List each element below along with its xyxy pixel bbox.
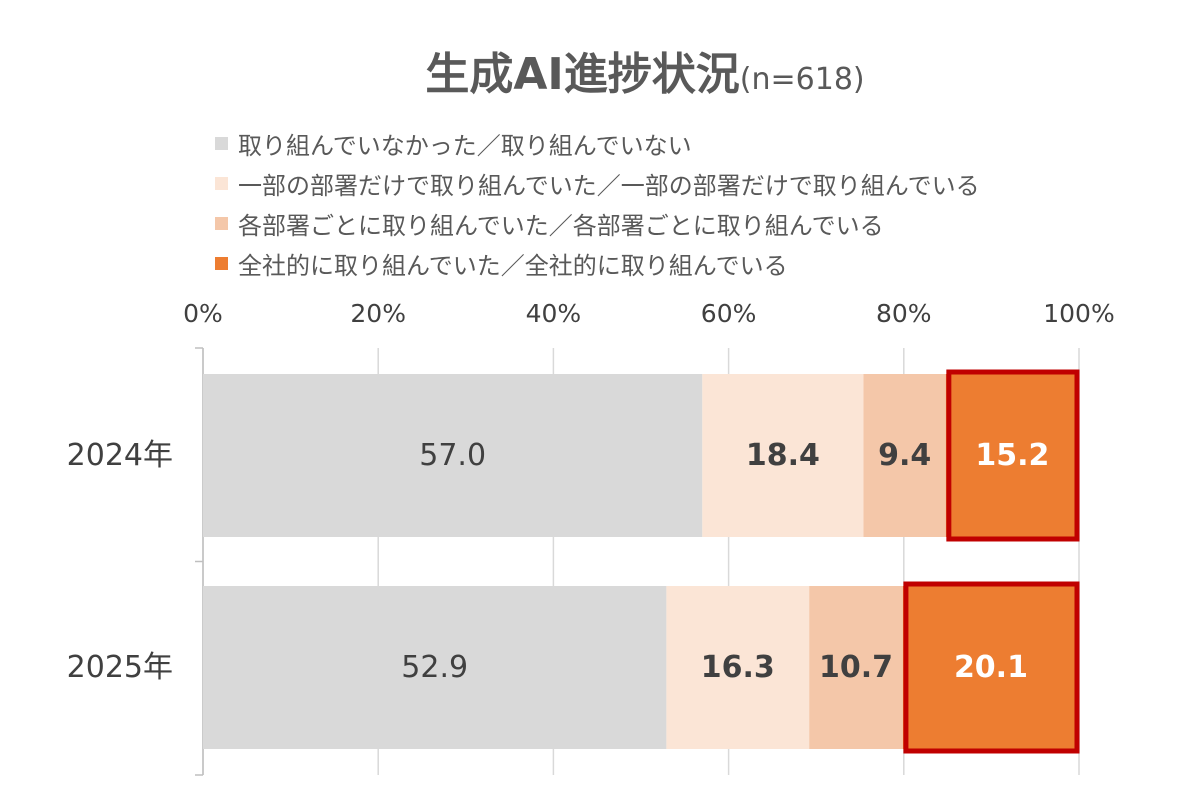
- bar-segment: [203, 374, 703, 537]
- legend-item-some-departments: 一部の部署だけで取り組んでいた／一部の部署だけで取り組んでいる: [215, 163, 980, 203]
- data-label: 20.1: [954, 650, 1028, 685]
- category-label: 2024年: [67, 438, 173, 473]
- bar-segment: [702, 374, 864, 537]
- bar-segment: [666, 586, 810, 749]
- data-label: 10.7: [819, 650, 893, 685]
- data-label: 52.9: [401, 650, 468, 685]
- legend-item-company-wide: 全社的に取り組んでいた／全社的に取り組んでいる: [215, 243, 980, 283]
- x-tick-label: 80%: [876, 299, 932, 328]
- data-label: 9.4: [878, 438, 931, 473]
- highlight-border: [903, 581, 1080, 754]
- chart-title-sample-size: (n=618): [739, 62, 865, 97]
- legend-item-each-department: 各部署ごとに取り組んでいた／各部署ごとに取り組んでいる: [215, 203, 980, 243]
- legend-label-company-wide: 全社的に取り組んでいた／全社的に取り組んでいる: [238, 251, 788, 280]
- bar-segment: [203, 586, 667, 749]
- x-tick-label: 20%: [350, 299, 406, 328]
- x-tick-label: 100%: [1043, 299, 1114, 328]
- data-label: 16.3: [701, 650, 775, 685]
- chart-title: 生成AI進捗状況(n=618): [0, 38, 1200, 102]
- bar-segment: [809, 586, 903, 749]
- legend-swatch-each-department: [215, 216, 228, 230]
- x-tick-label: 0%: [183, 299, 223, 328]
- x-tick-label: 40%: [526, 299, 582, 328]
- x-tick-label: 60%: [701, 299, 757, 328]
- bar-segment: [902, 586, 1079, 749]
- category-label: 2025年: [67, 650, 173, 685]
- chart-title-main: 生成AI進捗状況: [425, 49, 740, 100]
- bar-segment: [863, 374, 946, 537]
- legend-swatch-company-wide: [215, 256, 228, 270]
- bar-segment: [945, 374, 1079, 537]
- legend-label-each-department: 各部署ごとに取り組んでいた／各部署ごとに取り組んでいる: [238, 211, 884, 240]
- highlight-border: [946, 369, 1080, 542]
- chart-legend: 取り組んでいなかった／取り組んでいない 一部の部署だけで取り組んでいた／一部の部…: [215, 123, 980, 283]
- legend-label-some-departments: 一部の部署だけで取り組んでいた／一部の部署だけで取り組んでいる: [238, 171, 980, 200]
- legend-swatch-some-departments: [215, 176, 228, 190]
- data-label: 57.0: [419, 438, 486, 473]
- legend-item-none: 取り組んでいなかった／取り組んでいない: [215, 123, 980, 163]
- legend-label-none: 取り組んでいなかった／取り組んでいない: [238, 131, 692, 160]
- data-label: 18.4: [746, 438, 820, 473]
- data-label: 15.2: [975, 438, 1049, 473]
- legend-swatch-none: [215, 136, 228, 150]
